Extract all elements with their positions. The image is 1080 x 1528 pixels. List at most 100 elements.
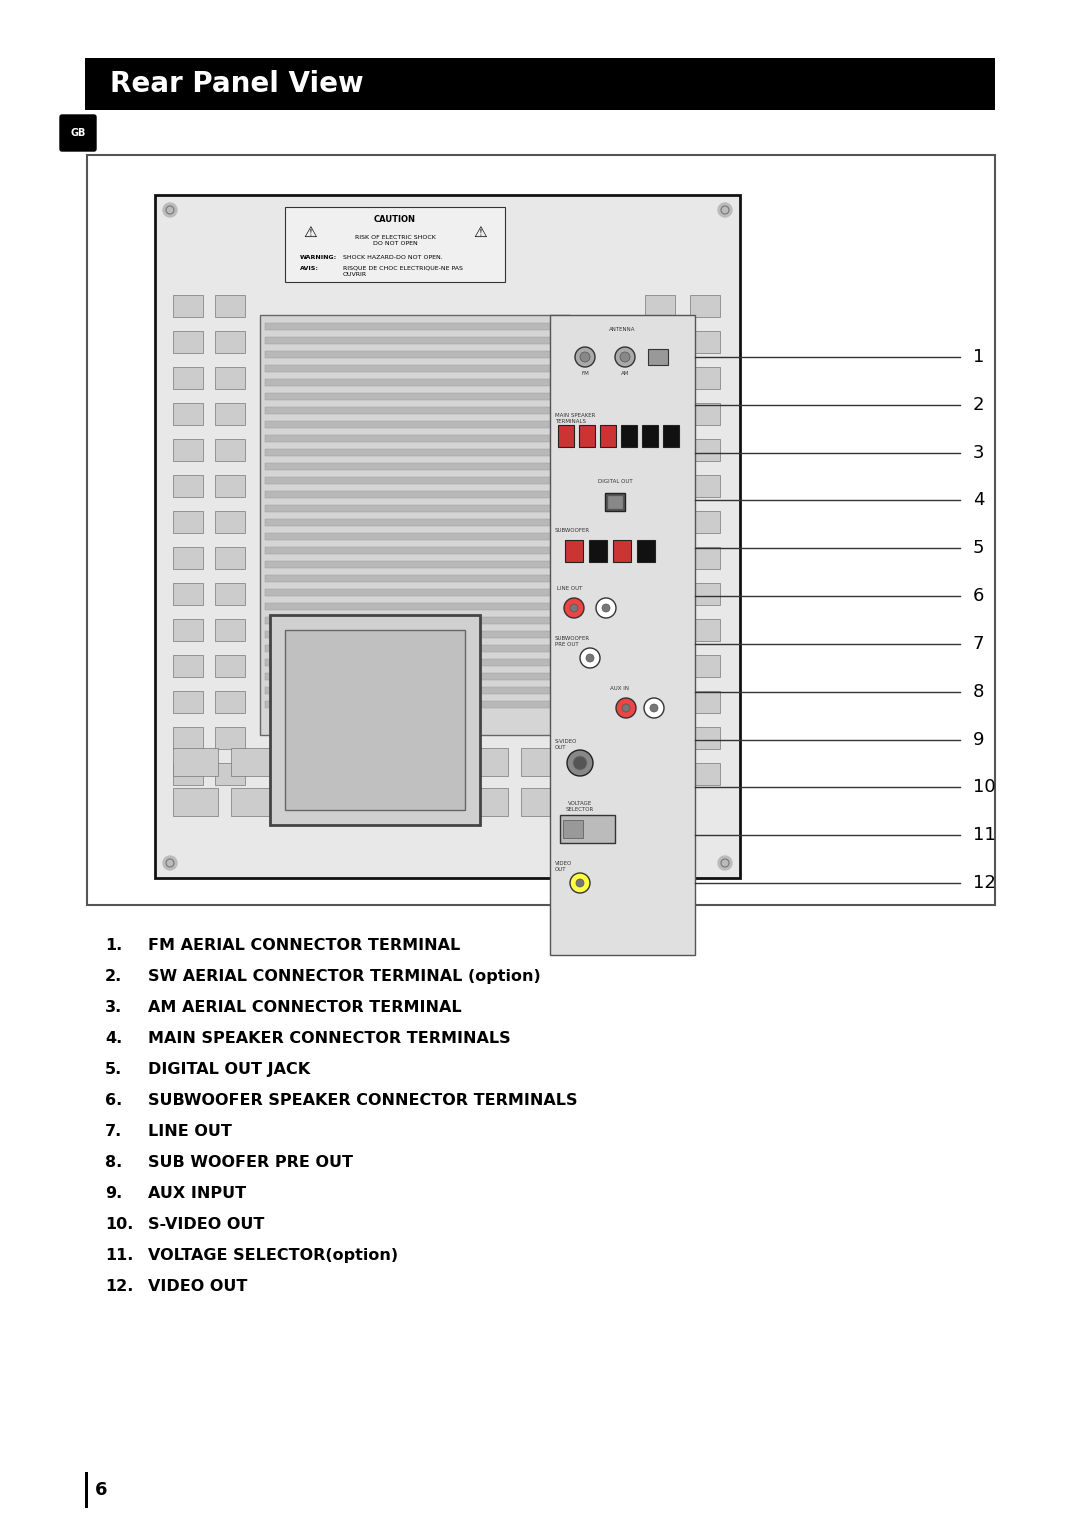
Text: GB: GB: [70, 128, 85, 138]
Text: VOLTAGE SELECTOR(option): VOLTAGE SELECTOR(option): [148, 1248, 399, 1264]
Bar: [642, 425, 658, 448]
Bar: [690, 547, 720, 568]
Bar: [563, 821, 583, 837]
Bar: [265, 463, 565, 471]
Text: VIDEO
OUT: VIDEO OUT: [555, 860, 572, 872]
Circle shape: [163, 856, 177, 869]
Text: VOLTAGE
SELECTOR: VOLTAGE SELECTOR: [566, 801, 594, 811]
Bar: [265, 688, 565, 694]
Text: 9: 9: [973, 730, 985, 749]
Text: 6: 6: [95, 1481, 108, 1499]
Bar: [289, 749, 334, 776]
Text: 10: 10: [973, 778, 996, 796]
Bar: [690, 619, 720, 642]
Bar: [265, 575, 565, 582]
Bar: [690, 332, 720, 353]
Circle shape: [573, 756, 588, 770]
Bar: [690, 510, 720, 533]
Text: AUX IN: AUX IN: [610, 686, 630, 691]
Bar: [645, 619, 675, 642]
Circle shape: [586, 654, 594, 662]
Bar: [690, 656, 720, 677]
Bar: [265, 631, 565, 639]
Bar: [690, 727, 720, 749]
Text: AM: AM: [621, 371, 630, 376]
Bar: [463, 788, 508, 816]
Bar: [645, 691, 675, 714]
Bar: [265, 422, 565, 428]
Bar: [285, 206, 505, 283]
Bar: [265, 449, 565, 455]
Text: LINE OUT: LINE OUT: [148, 1125, 232, 1138]
Bar: [215, 332, 245, 353]
Text: ANTENNA: ANTENNA: [609, 327, 636, 332]
Circle shape: [620, 351, 630, 362]
Bar: [648, 348, 669, 365]
Bar: [558, 425, 573, 448]
Bar: [579, 749, 624, 776]
Bar: [85, 58, 995, 110]
Bar: [173, 367, 203, 390]
Bar: [645, 547, 675, 568]
Bar: [85, 1471, 87, 1508]
Bar: [215, 295, 245, 316]
Bar: [435, 769, 465, 785]
Bar: [347, 749, 392, 776]
Bar: [521, 749, 566, 776]
Bar: [215, 619, 245, 642]
Circle shape: [576, 879, 584, 886]
Bar: [265, 365, 565, 371]
Bar: [637, 749, 681, 776]
Text: 1.: 1.: [105, 938, 122, 953]
Text: 1: 1: [973, 348, 984, 367]
Bar: [265, 533, 565, 539]
Bar: [289, 788, 334, 816]
Bar: [270, 614, 480, 825]
Bar: [265, 561, 565, 568]
Circle shape: [615, 347, 635, 367]
Circle shape: [564, 597, 584, 617]
Bar: [215, 439, 245, 461]
Text: ⚠: ⚠: [473, 225, 487, 240]
Bar: [690, 295, 720, 316]
Text: 8: 8: [973, 683, 984, 701]
Bar: [613, 539, 631, 562]
Text: FM AERIAL CONNECTOR TERMINAL: FM AERIAL CONNECTOR TERMINAL: [148, 938, 460, 953]
Bar: [645, 510, 675, 533]
Bar: [690, 584, 720, 605]
Text: DIGITAL OUT JACK: DIGITAL OUT JACK: [148, 1062, 310, 1077]
Bar: [215, 727, 245, 749]
Text: 3.: 3.: [105, 999, 122, 1015]
Bar: [645, 727, 675, 749]
Bar: [690, 403, 720, 425]
Bar: [156, 196, 740, 879]
Bar: [690, 691, 720, 714]
Bar: [265, 588, 565, 596]
Circle shape: [718, 856, 732, 869]
Bar: [608, 497, 622, 507]
Bar: [565, 539, 583, 562]
Text: 5.: 5.: [105, 1062, 122, 1077]
Text: 11: 11: [973, 827, 996, 843]
Bar: [600, 425, 616, 448]
Text: 7: 7: [973, 636, 985, 652]
Bar: [561, 814, 615, 843]
Bar: [215, 475, 245, 497]
Bar: [173, 691, 203, 714]
Text: RISK OF ELECTRIC SHOCK
DO NOT OPEN: RISK OF ELECTRIC SHOCK DO NOT OPEN: [354, 235, 435, 246]
Bar: [347, 788, 392, 816]
Text: FM: FM: [581, 371, 589, 376]
Bar: [463, 749, 508, 776]
Bar: [265, 604, 565, 610]
Bar: [521, 788, 566, 816]
Text: S-VIDEO OUT: S-VIDEO OUT: [148, 1216, 265, 1232]
Bar: [645, 656, 675, 677]
Bar: [265, 322, 565, 330]
Text: SHOCK HAZARD-DO NOT OPEN.: SHOCK HAZARD-DO NOT OPEN.: [343, 255, 443, 260]
Text: 6.: 6.: [105, 1093, 122, 1108]
Bar: [173, 749, 218, 776]
Bar: [663, 425, 679, 448]
Circle shape: [616, 698, 636, 718]
Text: VIDEO OUT: VIDEO OUT: [148, 1279, 247, 1294]
Text: 5: 5: [973, 539, 985, 558]
